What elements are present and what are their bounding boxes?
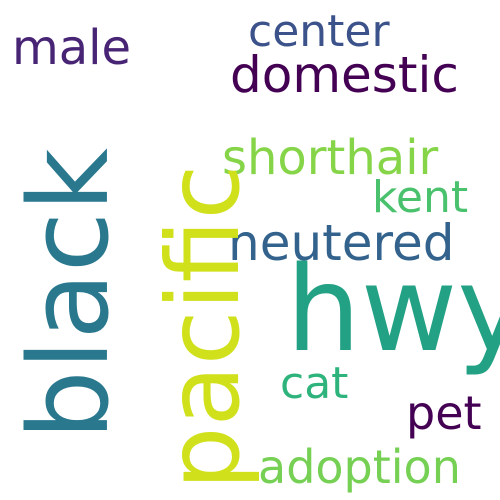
- word-hwy: hwy: [286, 240, 500, 378]
- word-black: black: [5, 148, 133, 440]
- word-shorthair: shorthair: [222, 130, 439, 186]
- word-adoption: adoption: [258, 440, 461, 494]
- word-neutered: neutered: [228, 214, 455, 272]
- word-center: center: [248, 6, 390, 57]
- word-kent: kent: [372, 172, 469, 223]
- word-pet: pet: [406, 386, 482, 440]
- word-pacific: pacific: [145, 164, 262, 491]
- word-cat: cat: [280, 358, 349, 409]
- word-male: male: [12, 20, 132, 76]
- word-domestic: domestic: [230, 46, 459, 104]
